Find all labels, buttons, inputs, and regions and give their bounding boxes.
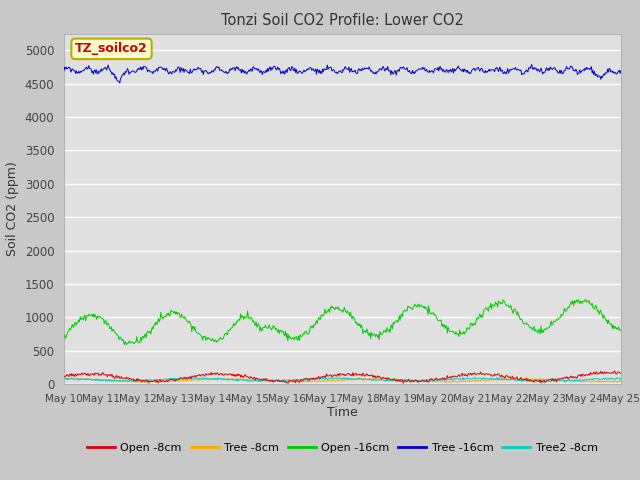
Y-axis label: Soil CO2 (ppm): Soil CO2 (ppm): [6, 161, 19, 256]
Legend: Open -8cm, Tree -8cm, Open -16cm, Tree -16cm, Tree2 -8cm: Open -8cm, Tree -8cm, Open -16cm, Tree -…: [83, 439, 602, 457]
Text: TZ_soilco2: TZ_soilco2: [75, 42, 148, 55]
Title: Tonzi Soil CO2 Profile: Lower CO2: Tonzi Soil CO2 Profile: Lower CO2: [221, 13, 464, 28]
X-axis label: Time: Time: [327, 407, 358, 420]
